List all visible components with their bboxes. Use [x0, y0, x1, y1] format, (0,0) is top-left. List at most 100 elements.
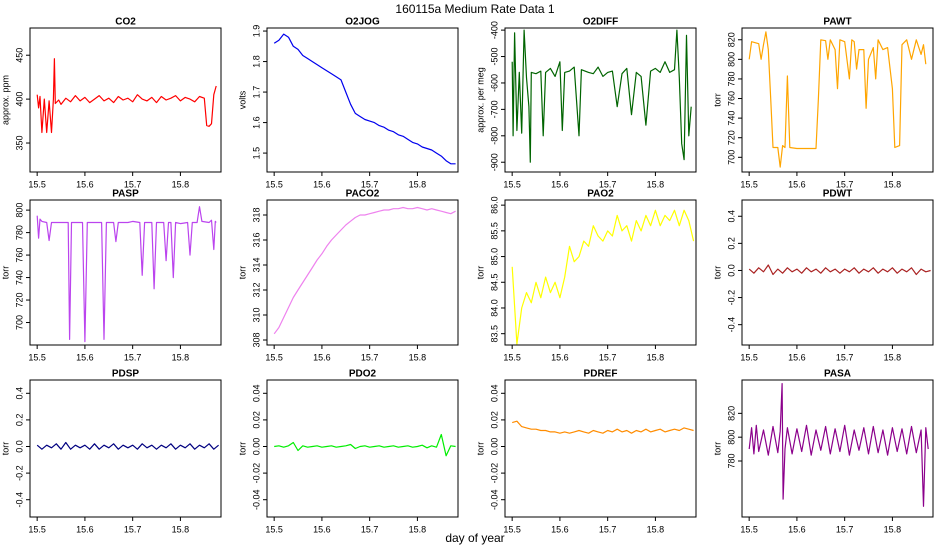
y-tick-label: -0.04 [251, 489, 261, 510]
y-tick-label: 780 [726, 71, 736, 86]
plot-frame [741, 379, 934, 518]
x-tick-label: 15.5 [740, 352, 758, 362]
plot-frame [504, 199, 697, 346]
x-tick-label: 15.5 [503, 524, 521, 534]
y-tick-label: 1.8 [251, 55, 261, 68]
x-tick-label: 15.7 [836, 179, 854, 189]
y-axis-label: torr [475, 442, 485, 456]
plot-frame [29, 379, 222, 518]
panel-title: O2DIFF [583, 17, 619, 28]
x-tick-label: 15.7 [124, 179, 142, 189]
x-tick-label: 15.5 [503, 352, 521, 362]
x-tick-label: 15.8 [172, 524, 190, 534]
x-tick-label: 15.7 [836, 524, 854, 534]
plot-frame [504, 379, 697, 518]
y-tick-label: -0.2 [726, 290, 736, 306]
y-tick-label: 0.4 [726, 210, 736, 223]
y-tick-label: 308 [251, 332, 261, 347]
y-tick-label: -0.02 [251, 463, 261, 484]
y-tick-label: 740 [726, 111, 736, 126]
data-line [512, 420, 694, 434]
x-tick-label: 15.6 [551, 179, 569, 189]
y-tick-label: 0.04 [251, 385, 261, 403]
x-tick-label: 15.6 [551, 524, 569, 534]
x-tick-label: 15.7 [124, 524, 142, 534]
y-tick-label: 720 [14, 293, 24, 308]
x-tick-label: 15.8 [884, 524, 902, 534]
y-tick-label: 84.0 [489, 299, 499, 317]
x-tick-label: 15.7 [836, 352, 854, 362]
y-tick-label: 0.4 [14, 387, 24, 400]
y-tick-label: 800 [726, 430, 736, 445]
x-tick-label: 15.7 [361, 352, 379, 362]
x-tick-label: 15.8 [647, 179, 665, 189]
y-tick-label: 84.5 [489, 274, 499, 292]
panel-title: PDO2 [349, 369, 377, 380]
y-axis-label: torr [712, 266, 722, 280]
data-line [748, 264, 931, 276]
y-tick-label: 0.00 [489, 438, 499, 456]
y-tick-label: 83.5 [489, 325, 499, 343]
x-tick-label: 15.7 [599, 352, 617, 362]
plot-frame [741, 199, 934, 346]
data-line [273, 33, 456, 165]
plot-frame [266, 199, 459, 346]
y-tick-label: 820 [726, 406, 736, 421]
y-tick-label: 310 [251, 307, 261, 322]
y-tick-label: 312 [251, 282, 261, 297]
y-axis-label: volts [237, 90, 247, 109]
panel-title: PDSP [112, 369, 140, 380]
x-tick-label: 15.5 [265, 352, 283, 362]
panel-title: O2JOG [345, 17, 380, 28]
y-tick-label: -0.2 [14, 465, 24, 481]
y-tick-label: -0.04 [489, 489, 499, 510]
y-tick-label: 0.00 [251, 438, 261, 456]
x-tick-label: 15.5 [28, 524, 46, 534]
y-tick-label: 760 [14, 248, 24, 263]
x-tick-label: 15.8 [172, 352, 190, 362]
x-tick-label: 15.5 [503, 179, 521, 189]
y-axis-label: torr [237, 266, 247, 280]
data-line [748, 31, 927, 168]
y-tick-label: 86.0 [489, 196, 499, 214]
y-tick-label: 780 [14, 225, 24, 240]
y-tick-label: 318 [251, 207, 261, 222]
y-tick-label: -0.4 [726, 317, 736, 333]
plot-frame [29, 27, 222, 173]
y-axis-label: torr [237, 442, 247, 456]
x-tick-label: 15.8 [647, 352, 665, 362]
y-tick-label: -600 [489, 74, 499, 92]
plot-frame [504, 27, 697, 173]
y-tick-label: -0.02 [489, 463, 499, 484]
data-line [511, 29, 692, 163]
x-tick-label: 15.8 [884, 179, 902, 189]
page-title: 160115a Medium Rate Data 1 [395, 2, 555, 16]
x-axis-label: day of year [445, 531, 504, 545]
panel-title: PACO2 [346, 189, 380, 200]
y-tick-label: 0.2 [14, 414, 24, 427]
data-line [748, 383, 929, 507]
plot-frame [266, 379, 459, 518]
x-tick-label: 15.5 [28, 179, 46, 189]
x-tick-label: 15.5 [28, 352, 46, 362]
y-tick-label: -900 [489, 153, 499, 171]
panel-title: PASA [824, 369, 851, 380]
y-tick-label: 1.9 [251, 25, 261, 38]
x-tick-label: 15.6 [788, 524, 806, 534]
plot-frame [741, 27, 934, 173]
panel-title: CO2 [115, 17, 136, 28]
y-tick-label: 720 [726, 130, 736, 145]
y-axis-label: torr [712, 93, 722, 107]
data-line [36, 206, 217, 343]
x-tick-label: 15.6 [788, 352, 806, 362]
y-tick-label: 0.02 [251, 411, 261, 429]
y-tick-label: 700 [14, 315, 24, 330]
y-tick-label: 740 [14, 270, 24, 285]
plot-frame [266, 27, 459, 173]
x-tick-label: 15.6 [76, 179, 94, 189]
y-tick-label: 700 [726, 150, 736, 165]
x-tick-label: 15.6 [788, 179, 806, 189]
y-tick-label: 820 [726, 32, 736, 47]
y-tick-label: -0.4 [14, 492, 24, 508]
